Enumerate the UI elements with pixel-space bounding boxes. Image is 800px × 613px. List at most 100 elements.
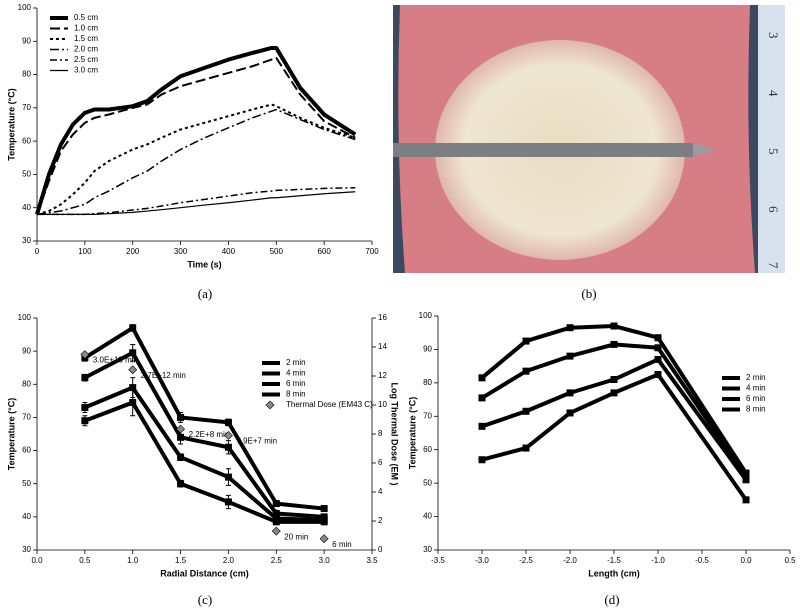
marker	[177, 480, 185, 488]
y2-tick-label: 4	[378, 487, 383, 496]
annotation: 3.0E+13 min	[93, 356, 138, 365]
marker	[478, 456, 486, 464]
marker	[522, 367, 530, 375]
marker	[224, 498, 232, 506]
caption: (d)	[604, 592, 619, 607]
x-tick-label: -1.5	[607, 556, 621, 565]
y-tick-label: 30	[423, 545, 432, 554]
marker	[80, 350, 90, 359]
x-tick-label: -1.0	[651, 556, 665, 565]
marker	[566, 352, 574, 360]
marker	[742, 469, 750, 477]
marker	[478, 374, 486, 382]
marker	[654, 334, 662, 342]
x-tick-label: -3.0	[475, 556, 489, 565]
marker	[81, 417, 89, 425]
marker	[610, 322, 618, 330]
legend-label: 8 min	[746, 405, 766, 414]
series-line	[37, 186, 356, 216]
x-tick-label: 600	[317, 247, 331, 256]
y-tick-label: 80	[22, 379, 31, 388]
x-tick-label: 300	[174, 247, 188, 256]
legend-label: 2 min	[286, 358, 306, 367]
legend-label: 2.0 cm	[74, 45, 98, 54]
marker	[566, 389, 574, 397]
marker	[224, 418, 232, 426]
marker	[522, 337, 530, 345]
marker	[224, 443, 232, 451]
y-axis-title: Temperature (°C)	[6, 398, 16, 470]
marker	[129, 399, 137, 407]
legend-label: Thermal Dose (EM43 C)	[286, 400, 373, 409]
y2-tick-label: 14	[378, 342, 387, 351]
caption: (a)	[198, 286, 212, 301]
x-tick-label: 3.0	[319, 556, 331, 565]
legend-label: 1.5 cm	[74, 34, 98, 43]
marker	[81, 403, 89, 411]
y2-tick-label: 8	[378, 429, 383, 438]
y-tick-label: 80	[22, 70, 31, 79]
series-line	[36, 108, 356, 216]
x-axis-title: Radial Distance (cm)	[160, 568, 249, 578]
marker	[177, 433, 185, 441]
y-tick-label: 90	[423, 345, 432, 354]
marker	[128, 365, 138, 375]
x-tick-label: 500	[270, 247, 284, 256]
marker	[654, 344, 662, 352]
series-line	[83, 350, 325, 519]
ruler-label: 7	[766, 262, 781, 269]
x-tick-label: 1.0	[127, 556, 139, 565]
marker	[610, 340, 618, 348]
y2-axis-title: Log Thermal Dose (EM )	[390, 382, 400, 485]
marker	[566, 409, 574, 417]
x-tick-label: 0.0	[740, 556, 752, 565]
x-tick-label: -3.5	[431, 556, 445, 565]
marker	[224, 431, 233, 440]
y2-tick-label: 12	[378, 371, 387, 380]
series-line	[480, 324, 748, 475]
y-tick-label: 60	[423, 445, 432, 454]
marker	[224, 473, 232, 481]
x-tick-label: 1.5	[175, 556, 187, 565]
legend-label: 3.0 cm	[74, 66, 98, 75]
series-line	[36, 56, 356, 215]
y2-tick-label: 10	[378, 400, 387, 409]
annotation: 2.7E+12 min	[141, 371, 186, 380]
marker	[129, 324, 137, 332]
y-tick-label: 50	[22, 479, 31, 488]
y-tick-label: 50	[22, 170, 31, 179]
ruler-label: 6	[766, 206, 781, 213]
x-tick-label: 2.0	[223, 556, 235, 565]
marker	[654, 371, 662, 378]
legend-label: 4 min	[286, 369, 306, 378]
marker	[319, 534, 329, 544]
y-tick-label: 70	[22, 103, 31, 112]
marker	[566, 324, 574, 332]
x-tick-label: 0.5	[79, 556, 91, 565]
marker	[478, 422, 486, 430]
x-tick-label: 3.5	[366, 556, 378, 565]
y-tick-label: 100	[18, 313, 32, 322]
marker	[177, 453, 185, 461]
legend-label: 0.5 cm	[74, 13, 98, 22]
y-tick-label: 60	[22, 446, 31, 455]
marker	[176, 424, 185, 434]
series-line	[84, 400, 325, 524]
x-tick-label: -2.0	[563, 556, 577, 565]
series-line	[84, 385, 325, 523]
x-tick-label: 0.5	[784, 556, 796, 565]
marker	[654, 355, 662, 363]
marker	[272, 500, 280, 508]
ruler-label: 3	[766, 32, 781, 39]
ruler-label: 4	[766, 90, 781, 97]
x-tick-label: -0.5	[695, 556, 709, 565]
annotation: 6 min	[332, 540, 352, 549]
series-line	[35, 45, 357, 215]
marker	[320, 513, 328, 521]
marker	[272, 510, 280, 518]
legend-label: 1.0 cm	[74, 24, 98, 33]
ruler-label: 5	[766, 148, 781, 155]
legend-label: 6 min	[746, 394, 766, 403]
y-tick-label: 30	[22, 545, 31, 554]
